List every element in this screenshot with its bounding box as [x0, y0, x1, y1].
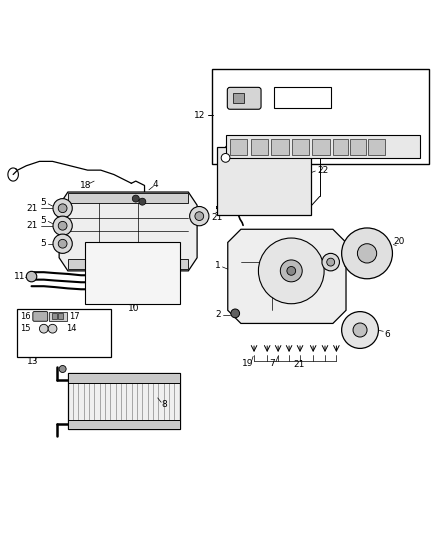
Bar	[49, 312, 67, 321]
Circle shape	[342, 228, 392, 279]
Bar	[68, 193, 188, 203]
Circle shape	[322, 253, 339, 271]
Text: 17: 17	[69, 312, 80, 321]
Bar	[85, 243, 180, 304]
Text: 13: 13	[27, 358, 39, 367]
Bar	[212, 69, 429, 164]
Text: 5: 5	[40, 198, 46, 207]
Circle shape	[139, 198, 146, 205]
Polygon shape	[59, 192, 197, 271]
Bar	[333, 140, 348, 155]
FancyBboxPatch shape	[227, 87, 261, 109]
Circle shape	[357, 244, 377, 263]
Bar	[312, 140, 330, 155]
Text: 14: 14	[66, 324, 77, 333]
Bar	[17, 309, 111, 357]
Bar	[68, 259, 188, 269]
Text: 18: 18	[80, 181, 91, 190]
Circle shape	[53, 234, 72, 253]
Text: 21: 21	[343, 260, 353, 269]
Bar	[350, 140, 366, 155]
Text: 21: 21	[26, 221, 38, 230]
Bar	[233, 93, 244, 103]
Circle shape	[39, 324, 48, 333]
Bar	[68, 374, 180, 383]
Circle shape	[190, 206, 209, 226]
Circle shape	[58, 239, 67, 248]
Circle shape	[287, 266, 296, 275]
Text: 5: 5	[345, 253, 351, 262]
Text: 4: 4	[153, 180, 158, 189]
Text: 10: 10	[128, 304, 139, 313]
Circle shape	[58, 204, 67, 213]
Text: 5: 5	[40, 216, 46, 225]
Text: 20: 20	[394, 237, 405, 246]
Text: 3: 3	[240, 157, 246, 166]
Bar	[274, 87, 331, 108]
Circle shape	[353, 323, 367, 337]
Bar	[68, 420, 180, 430]
Bar	[368, 140, 385, 155]
Bar	[52, 313, 57, 319]
Circle shape	[221, 154, 230, 162]
Bar	[68, 374, 180, 430]
Bar	[292, 140, 309, 155]
Text: 21: 21	[211, 213, 223, 222]
Text: 22: 22	[318, 166, 329, 175]
Circle shape	[342, 312, 378, 349]
Circle shape	[231, 309, 240, 318]
Circle shape	[48, 324, 57, 333]
Circle shape	[53, 199, 72, 218]
Bar	[251, 140, 268, 155]
Text: 7: 7	[269, 359, 276, 368]
Circle shape	[195, 212, 204, 221]
Text: 9: 9	[226, 206, 233, 215]
Bar	[58, 313, 63, 319]
Circle shape	[258, 238, 324, 304]
Text: 6: 6	[385, 330, 391, 339]
Text: 15: 15	[20, 324, 31, 333]
Circle shape	[26, 271, 37, 282]
Text: 2: 2	[215, 310, 220, 319]
Text: 19: 19	[242, 359, 253, 368]
Text: 5: 5	[40, 239, 46, 248]
Text: 16: 16	[20, 312, 31, 321]
Text: 21: 21	[293, 360, 304, 369]
Polygon shape	[228, 229, 346, 324]
Polygon shape	[226, 135, 420, 158]
Circle shape	[132, 195, 139, 202]
Circle shape	[58, 221, 67, 230]
Bar	[230, 140, 247, 155]
Circle shape	[59, 366, 66, 373]
Bar	[271, 140, 289, 155]
Text: 11: 11	[14, 272, 25, 281]
Text: 5: 5	[214, 206, 220, 215]
Text: 21: 21	[26, 204, 38, 213]
Circle shape	[280, 260, 302, 282]
Text: 8: 8	[161, 400, 167, 409]
Circle shape	[327, 258, 335, 266]
FancyBboxPatch shape	[33, 312, 48, 321]
Bar	[217, 147, 311, 215]
Circle shape	[53, 216, 72, 236]
Text: 1: 1	[215, 261, 221, 270]
Text: 12: 12	[194, 111, 205, 120]
